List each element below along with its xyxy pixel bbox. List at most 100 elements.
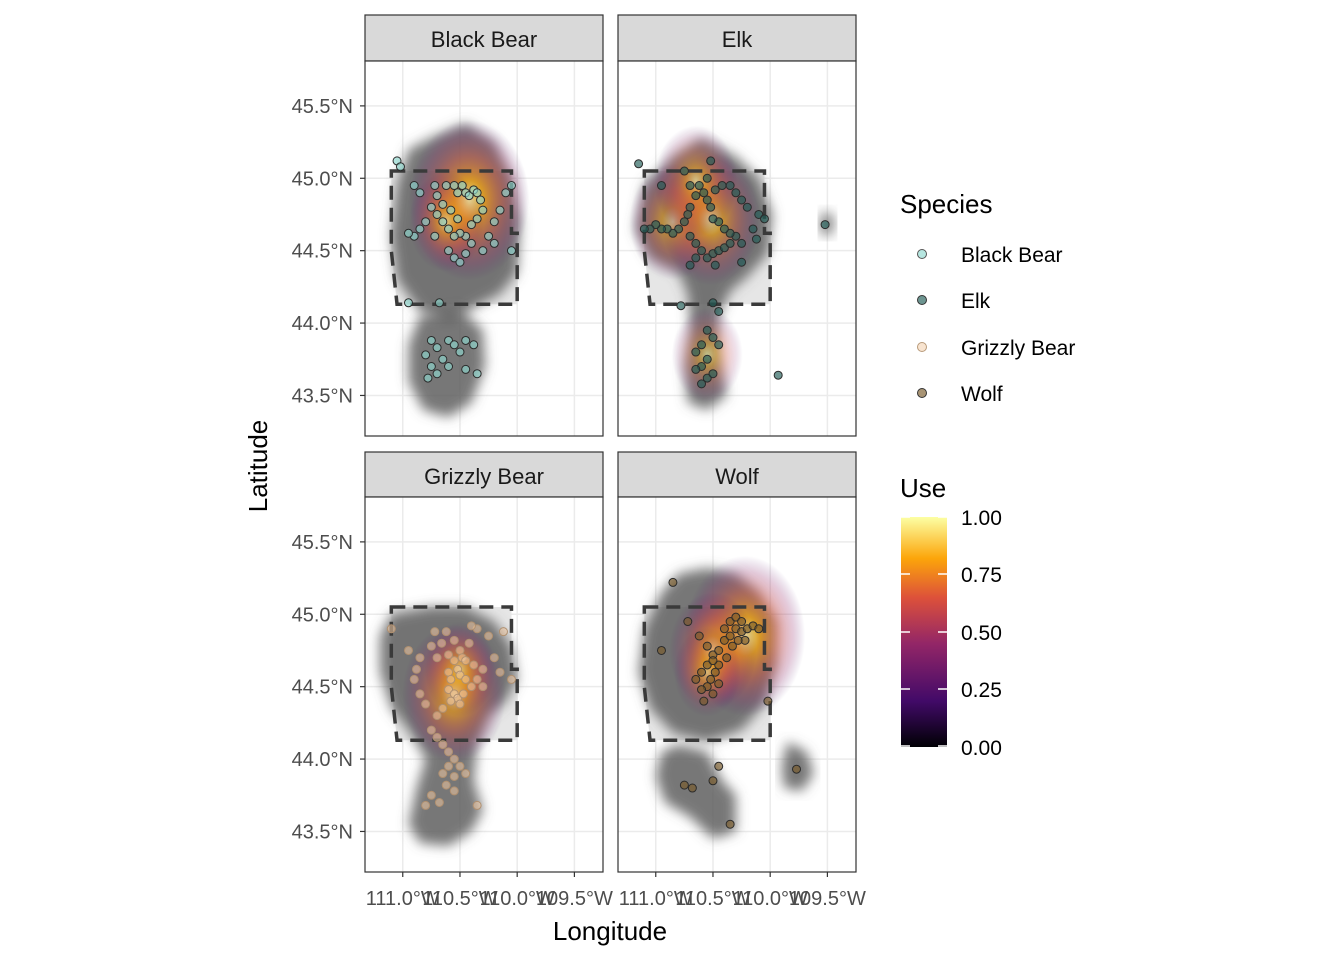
location-point bbox=[702, 354, 712, 364]
location-point bbox=[432, 369, 442, 379]
location-point bbox=[453, 214, 463, 224]
location-point bbox=[506, 181, 516, 191]
location-point bbox=[449, 656, 459, 666]
location-point bbox=[737, 238, 747, 248]
location-point bbox=[434, 798, 444, 808]
location-point bbox=[472, 369, 482, 379]
location-point bbox=[432, 711, 442, 721]
panel-plot-area bbox=[365, 61, 603, 436]
location-point bbox=[484, 631, 494, 641]
location-point bbox=[455, 761, 465, 771]
location-point bbox=[453, 188, 463, 198]
facet-strip-title: Elk bbox=[722, 27, 754, 52]
x-tick-label: 109.5°W bbox=[789, 888, 866, 910]
location-point bbox=[469, 660, 479, 670]
location-point bbox=[457, 181, 467, 191]
legend-key-black-bear bbox=[917, 249, 927, 259]
use-hotspot bbox=[654, 125, 738, 237]
location-point bbox=[426, 362, 436, 372]
location-point bbox=[411, 664, 421, 674]
study-area-boundary bbox=[642, 169, 772, 306]
location-point bbox=[731, 188, 741, 198]
species-legend: Species Black Bear Elk Grizzly Bear Wolf bbox=[900, 189, 1075, 406]
y-tick-label: 45.0°N bbox=[292, 168, 353, 190]
x-tick-label: 110.0°W bbox=[732, 888, 808, 910]
location-point bbox=[461, 364, 471, 374]
y-tick-label: 44.0°N bbox=[292, 749, 353, 771]
location-point bbox=[699, 188, 709, 198]
location-point bbox=[476, 195, 486, 205]
location-point bbox=[461, 656, 471, 666]
location-point bbox=[656, 645, 666, 655]
location-point bbox=[466, 220, 476, 230]
location-point bbox=[415, 188, 425, 198]
x-tick-label: 109.5°W bbox=[536, 888, 613, 910]
use-legend: Use 1.00 0.75 0.50 0.25 0.00 bbox=[900, 473, 1002, 760]
location-point bbox=[469, 340, 479, 350]
x-tick-label: 111.0°W bbox=[366, 888, 440, 910]
location-point bbox=[708, 656, 718, 666]
location-point bbox=[455, 347, 465, 357]
location-point bbox=[691, 238, 701, 248]
location-point bbox=[489, 238, 499, 248]
location-point bbox=[820, 220, 830, 230]
panel-border bbox=[364, 60, 604, 437]
location-point bbox=[438, 199, 448, 209]
location-point bbox=[639, 224, 649, 234]
location-point bbox=[697, 340, 707, 350]
location-point bbox=[466, 621, 476, 631]
location-point bbox=[446, 205, 456, 215]
location-point bbox=[449, 771, 459, 781]
location-point bbox=[441, 780, 451, 790]
facet-panel: Black Bear 45.5°N 45.0°N 44.5°N 44.0°N 43.5°N bbox=[292, 14, 604, 437]
location-point bbox=[691, 253, 701, 263]
location-point bbox=[472, 674, 482, 684]
location-point bbox=[478, 205, 488, 215]
location-point bbox=[426, 725, 436, 735]
location-point bbox=[501, 188, 511, 198]
location-point bbox=[656, 181, 666, 191]
location-point bbox=[679, 166, 689, 176]
location-point bbox=[691, 674, 701, 684]
facet-strip bbox=[364, 451, 604, 498]
location-point bbox=[773, 370, 783, 380]
location-point bbox=[706, 674, 716, 684]
location-point bbox=[432, 209, 442, 219]
location-point bbox=[699, 696, 709, 706]
location-point bbox=[668, 577, 678, 587]
location-point bbox=[495, 667, 505, 677]
colorbar-label: 0.75 bbox=[961, 564, 1002, 587]
location-point bbox=[722, 653, 732, 663]
location-point bbox=[498, 627, 508, 637]
location-point bbox=[386, 624, 396, 634]
location-point bbox=[702, 173, 712, 183]
location-point bbox=[725, 631, 735, 641]
location-point bbox=[697, 379, 707, 389]
location-point bbox=[472, 188, 482, 198]
location-point bbox=[449, 635, 459, 645]
location-point bbox=[438, 703, 448, 713]
location-point bbox=[446, 674, 456, 684]
location-point bbox=[478, 246, 488, 256]
location-point bbox=[449, 340, 459, 350]
location-point bbox=[676, 301, 686, 311]
location-point bbox=[409, 181, 419, 191]
location-point bbox=[792, 764, 801, 774]
panel-plot-area bbox=[365, 497, 603, 872]
location-point bbox=[430, 627, 440, 637]
location-point bbox=[415, 689, 425, 699]
location-point bbox=[415, 224, 425, 234]
location-point bbox=[691, 191, 701, 201]
x-axis-title: Longitude bbox=[553, 916, 667, 946]
legend-label-elk: Elk bbox=[961, 290, 991, 313]
location-point bbox=[438, 354, 448, 364]
legend-label-wolf: Wolf bbox=[961, 383, 1003, 406]
location-point bbox=[464, 191, 474, 201]
x-tick-label: 110.5°W bbox=[675, 888, 751, 910]
location-point bbox=[706, 202, 716, 212]
location-point bbox=[691, 347, 701, 357]
use-legend-title: Use bbox=[900, 473, 946, 503]
legend-label-black-bear: Black Bear bbox=[961, 244, 1063, 267]
facet-panel: Grizzly Bear 45.5°N 45.0°N 44.5°N 44.0°N 43.5… bbox=[292, 451, 613, 910]
x-tick-label: 110.5°W bbox=[422, 888, 498, 910]
